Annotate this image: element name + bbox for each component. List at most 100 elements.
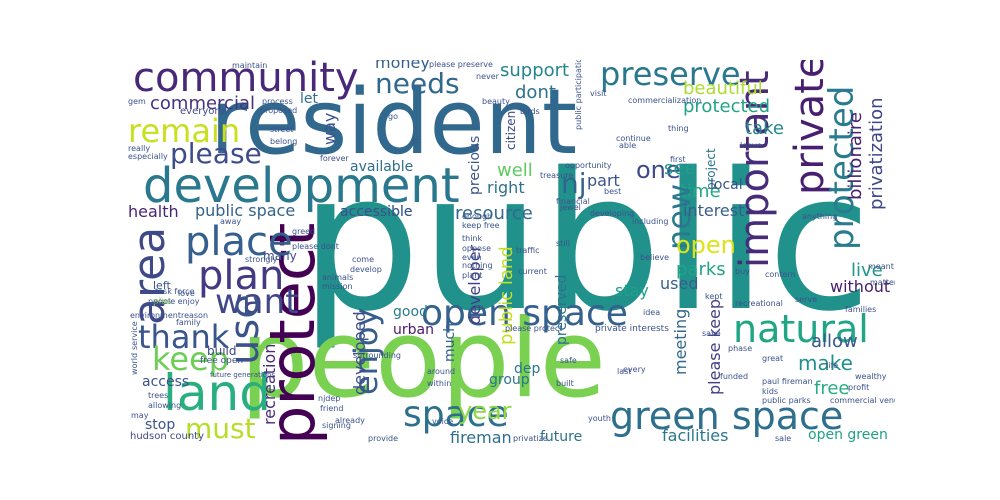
cloud-word: kids <box>762 387 779 396</box>
cloud-word: environmentreason <box>130 311 209 320</box>
cloud-word: buy <box>735 267 750 276</box>
cloud-word: jewel <box>560 203 581 212</box>
cloud-word: everyone <box>180 106 227 117</box>
cloud-word: animals <box>322 273 354 282</box>
cloud-word: well <box>497 160 533 181</box>
cloud-word: want <box>215 282 299 322</box>
cloud-word: green space <box>610 394 844 438</box>
cloud-word: njdep <box>318 394 341 403</box>
cloud-word: provide <box>368 434 399 443</box>
cloud-word: believe <box>640 253 670 262</box>
cloud-word: opportunity <box>565 161 612 170</box>
cloud-word: go <box>388 112 398 121</box>
cloud-word: resident <box>210 70 578 175</box>
cloud-word: see <box>664 158 696 179</box>
cloud-word: strongly <box>245 255 278 264</box>
cloud-word: best <box>604 187 622 196</box>
cloud-word: please dont <box>292 242 339 251</box>
cloud-word: process <box>262 97 293 106</box>
cloud-word: privatize <box>513 434 548 443</box>
cloud-word: citizen <box>504 110 518 150</box>
cloud-word: surrounding <box>353 351 401 360</box>
cloud-word: really <box>128 144 151 153</box>
cloud-word: hudson county <box>130 431 204 442</box>
cloud-word: already <box>335 416 365 425</box>
cloud-word: preserved <box>554 274 570 345</box>
cloud-word: even <box>462 253 482 262</box>
cloud-word: every <box>623 365 646 374</box>
cloud-word: money <box>375 60 430 72</box>
cloud-word: meeting <box>671 308 690 375</box>
cloud-word: phase <box>728 344 753 353</box>
cloud-word: meant <box>868 262 894 271</box>
cloud-word: make <box>798 351 853 375</box>
cloud-word: greed <box>292 227 316 236</box>
cloud-word: oppose <box>462 244 492 253</box>
cloud-word: many <box>263 249 297 263</box>
cloud-word: families <box>845 305 877 314</box>
cloud-word: open space <box>421 293 628 334</box>
cloud-word: service <box>130 321 139 350</box>
cloud-word: free <box>814 378 850 399</box>
cloud-word: life <box>826 361 839 370</box>
cloud-word: open green <box>808 427 888 443</box>
cloud-word: plant <box>462 271 483 280</box>
cloud-word: let <box>300 91 318 107</box>
cloud-word: keep <box>152 340 230 378</box>
cloud-word: great <box>762 354 784 363</box>
cloud-word: allowing <box>148 401 182 410</box>
cloud-word: dont <box>515 82 556 103</box>
cloud-word: profit <box>848 383 870 392</box>
cloud-word: continue <box>616 134 651 143</box>
cloud-word: development <box>143 158 460 214</box>
cloud-word: future <box>540 429 583 445</box>
cloud-word: financial <box>556 197 590 206</box>
cloud-word: first <box>670 155 686 164</box>
cloud-word: needs <box>375 67 460 100</box>
cloud-word: treasure <box>540 171 574 180</box>
cloud-word: visit <box>590 89 607 98</box>
cloud-word: allow <box>811 331 858 352</box>
cloud-word: mission <box>322 282 353 291</box>
cloud-word: never <box>476 72 499 81</box>
cloud-word: fireman <box>450 428 512 447</box>
cloud-word: beautiful <box>683 78 763 99</box>
cloud-word: live <box>851 260 883 281</box>
cloud-word: including <box>632 217 669 226</box>
cloud-word: parks <box>676 259 726 280</box>
cloud-word: recreation <box>260 343 279 425</box>
cloud-word: public parks <box>762 396 811 405</box>
cloud-word: group <box>489 372 530 388</box>
cloud-word: good <box>393 304 428 320</box>
cloud-word: recreational <box>735 299 783 308</box>
word-cloud: public people resident development community… <box>125 60 895 450</box>
cloud-word: current <box>518 267 547 276</box>
cloud-word: trees <box>148 391 169 400</box>
cloud-word: plan <box>198 253 285 299</box>
cloud-word: anything <box>802 212 838 221</box>
cloud-word: nothing <box>462 261 493 270</box>
cloud-word: used <box>660 274 699 293</box>
cloud-word: access <box>142 374 190 390</box>
cloud-word: traffic <box>516 246 540 255</box>
cloud-word: developing <box>590 209 635 218</box>
cloud-word: leave <box>740 141 762 150</box>
cloud-word: remain <box>128 112 241 150</box>
cloud-word: save <box>702 329 721 338</box>
cloud-word: serve <box>795 295 818 304</box>
cloud-word: accessible <box>340 204 413 220</box>
cloud-word: funded <box>720 372 749 381</box>
cloud-word: voice <box>432 417 454 426</box>
cloud-word: free open <box>200 356 244 366</box>
cloud-word: protected <box>683 96 771 117</box>
cloud-word: public participation <box>574 60 583 130</box>
cloud-word: built <box>556 379 574 388</box>
cloud-word: stop <box>145 417 176 433</box>
cloud-word: interest <box>683 201 745 220</box>
cloud-word: safe <box>560 356 577 365</box>
cloud-word: able <box>619 141 637 150</box>
cloud-word: accessible <box>340 204 413 220</box>
cloud-word: without <box>830 277 891 296</box>
cloud-word: friend <box>320 404 344 413</box>
cloud-word: love <box>178 289 195 298</box>
